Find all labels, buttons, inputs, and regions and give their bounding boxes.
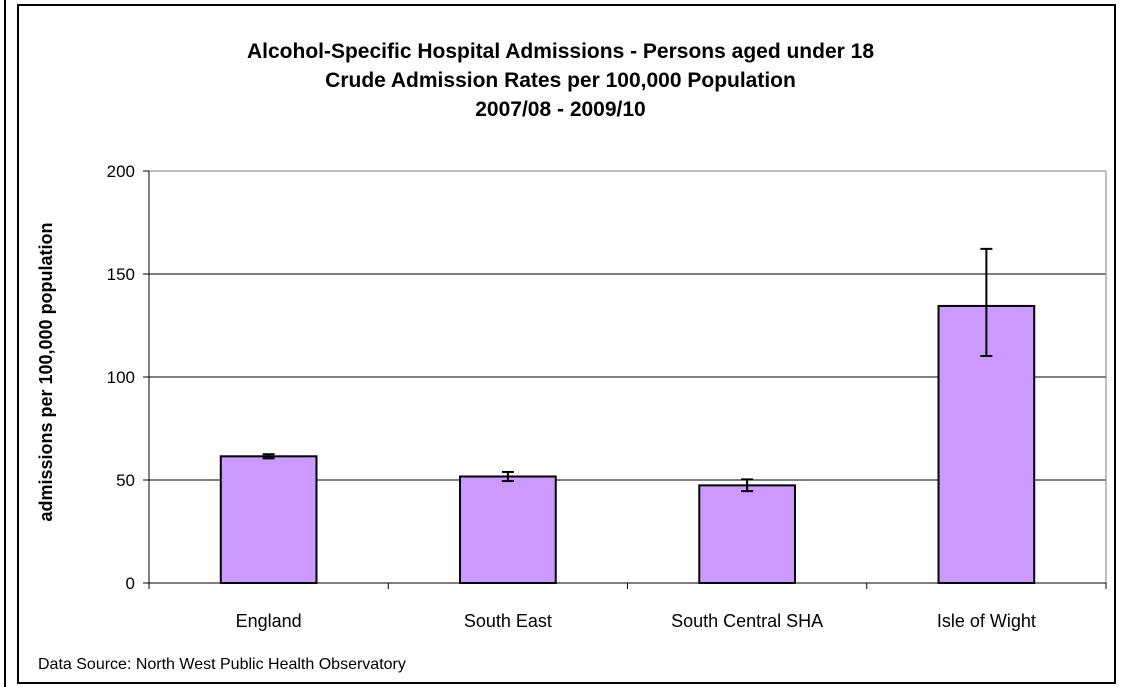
y-axis-label: admissions per 100,000 population <box>36 222 56 521</box>
chart-title-line-2: Crude Admission Rates per 100,000 Popula… <box>325 69 796 92</box>
x-category-label: England <box>236 611 302 631</box>
left-border-line <box>4 0 6 687</box>
bar <box>219 455 318 584</box>
bar <box>698 484 796 584</box>
bar <box>459 475 557 584</box>
chart-title-line-1: Alcohol-Specific Hospital Admissions - P… <box>246 40 875 63</box>
x-category-label: Isle of Wight <box>937 611 1036 631</box>
y-tick-label: 50 <box>116 471 135 490</box>
chart-title-line-3: 2007/08 - 2009/10 <box>475 98 646 121</box>
data-source-note: Data Source: North West Public Health Ob… <box>38 656 406 673</box>
y-tick-label: 200 <box>107 162 135 181</box>
y-tick-label: 0 <box>126 574 135 593</box>
x-category-label: South East <box>464 611 552 631</box>
y-tick-label: 100 <box>107 368 135 387</box>
chart-frame <box>17 4 1116 684</box>
x-category-label: South Central SHA <box>671 611 823 631</box>
y-tick-label: 150 <box>107 265 135 284</box>
